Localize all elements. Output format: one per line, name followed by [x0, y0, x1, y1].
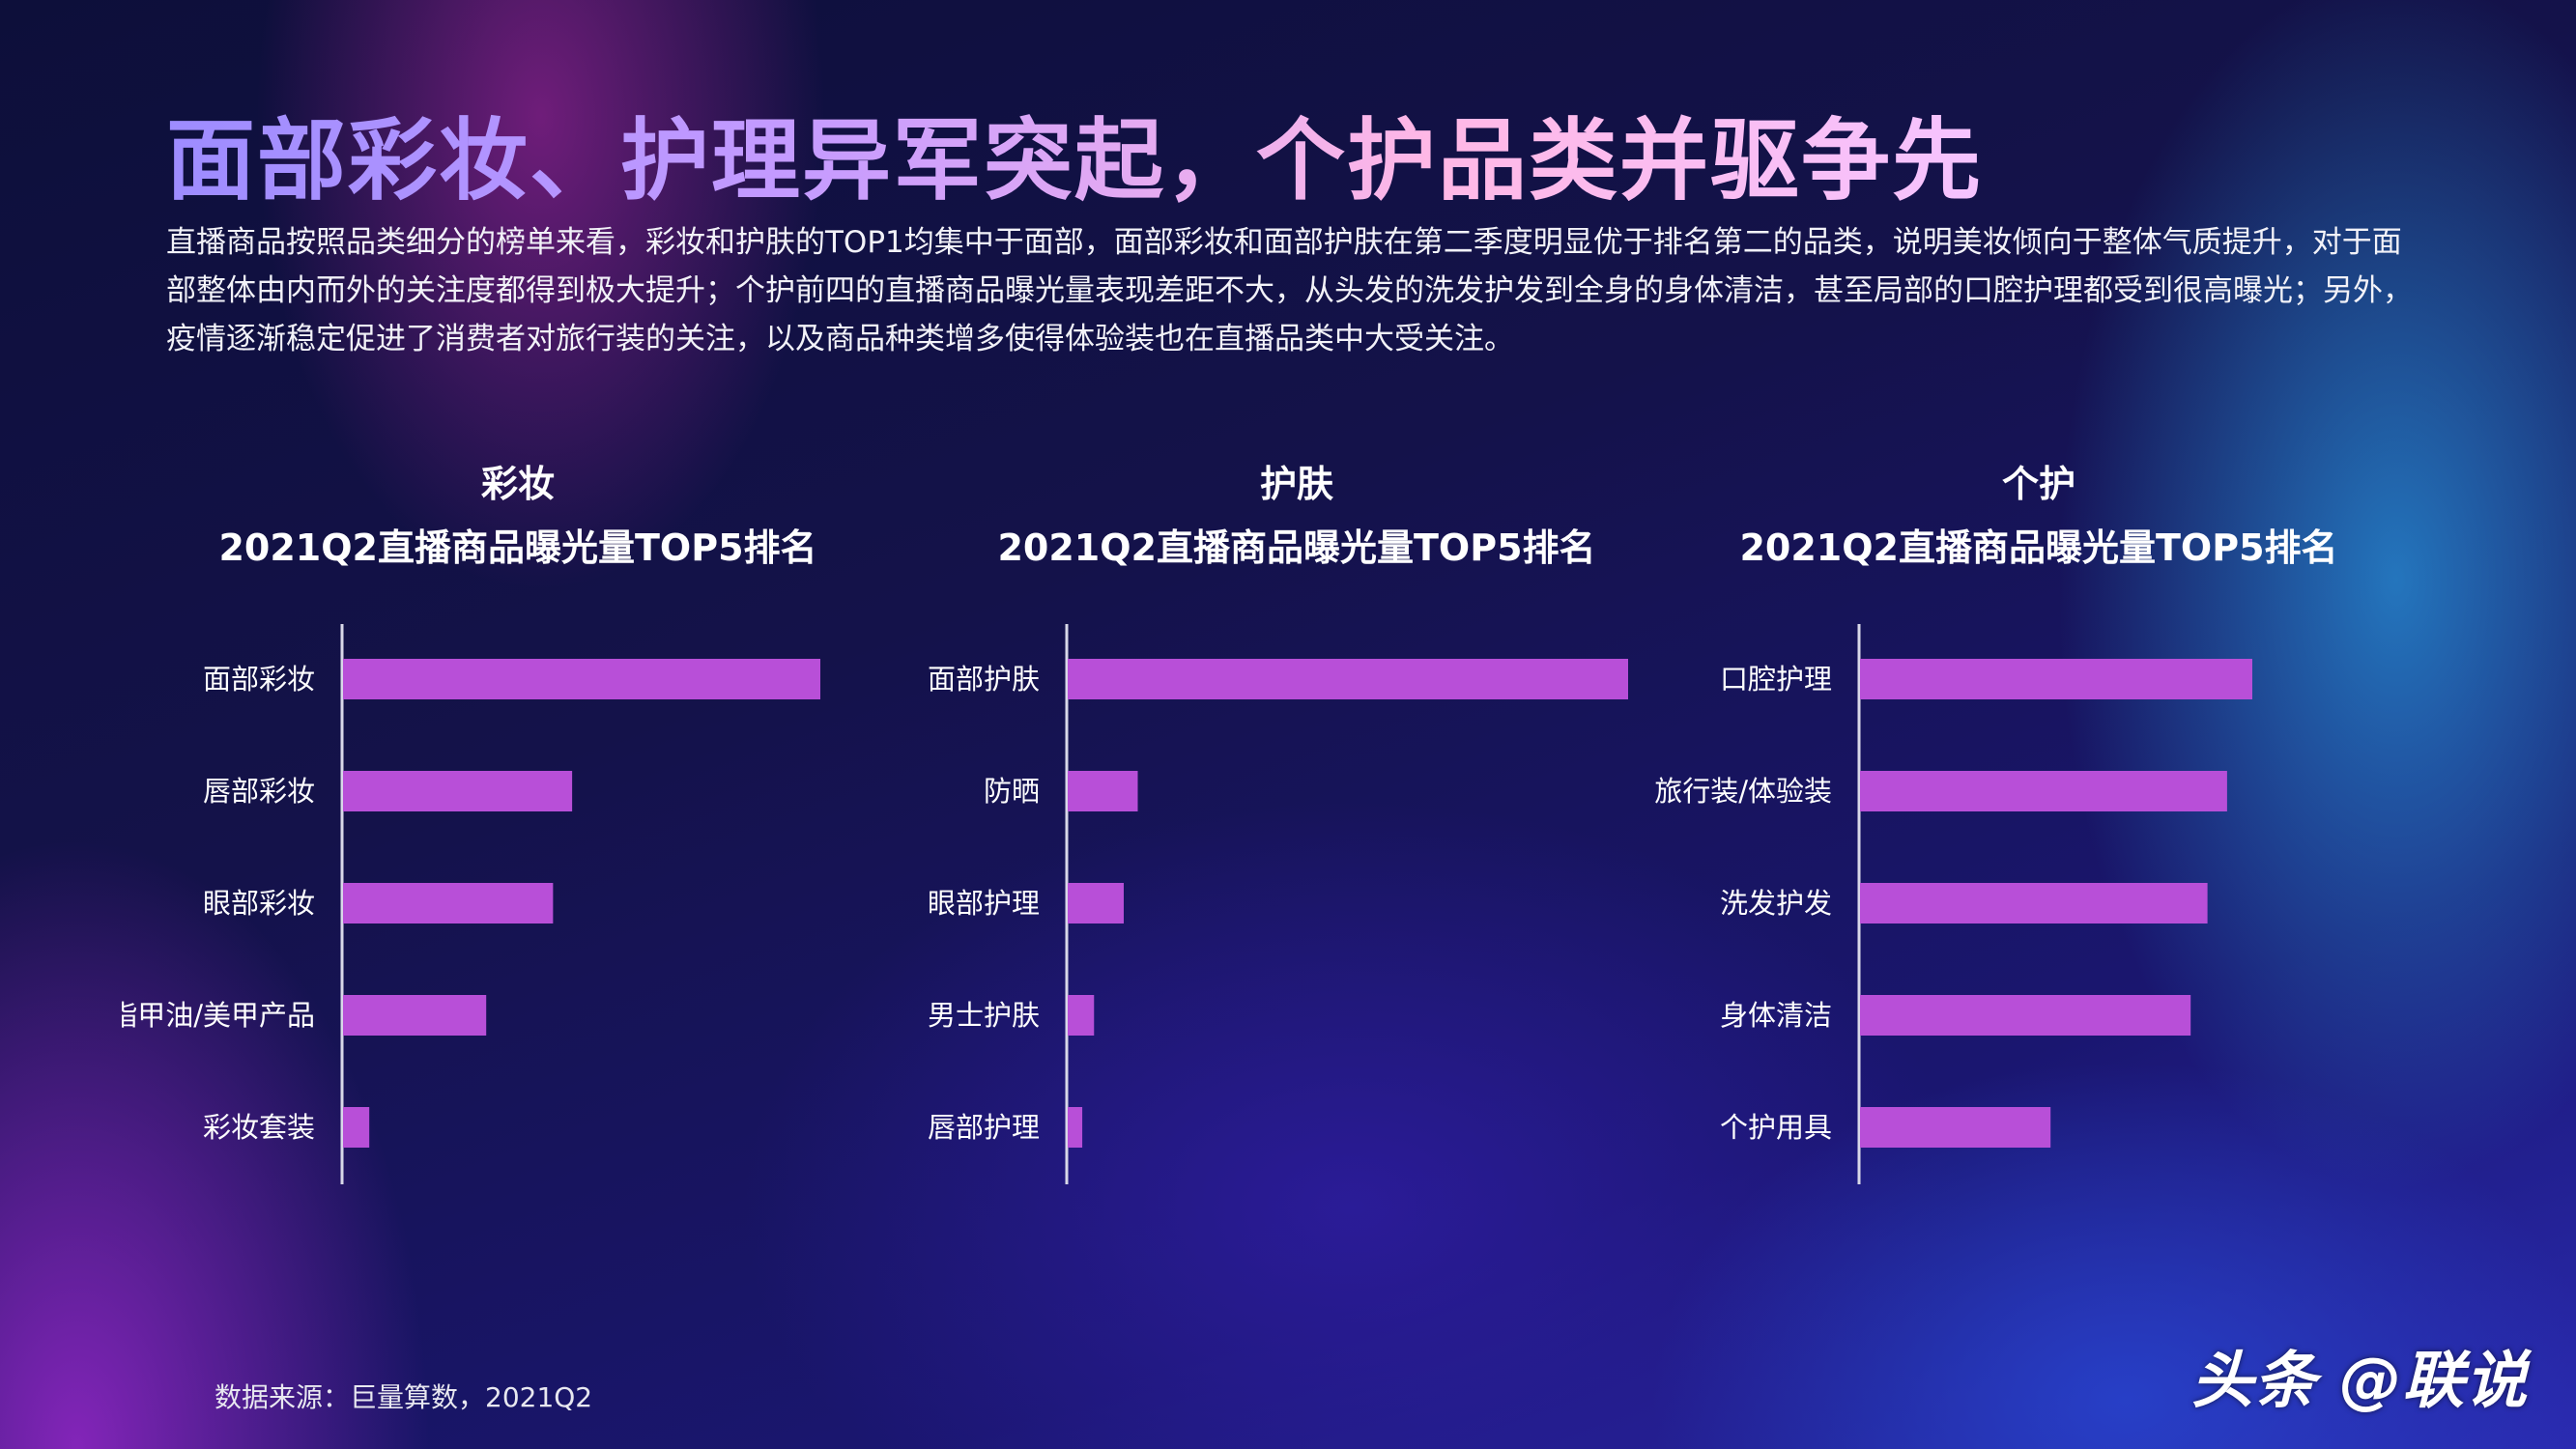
category-tick-label: 面部护肤: [928, 663, 1040, 696]
data-source-note: 数据来源：巨量算数，2021Q2: [215, 1381, 593, 1413]
bar-3: [1860, 883, 2208, 923]
chart-title: 2021Q2直播商品曝光量TOP5排名: [1739, 526, 2338, 569]
bar-3: [343, 883, 554, 923]
bar-1: [1860, 659, 2252, 699]
bar-5: [1068, 1107, 1083, 1148]
page-title: 面部彩妆、护理异军突起，个护品类并驱争先: [166, 89, 1983, 217]
bar-1: [1068, 659, 1628, 699]
bar-4: [1068, 995, 1095, 1036]
bar-5: [343, 1107, 370, 1148]
bar-1: [343, 659, 820, 699]
chart-category-label: 护肤: [1259, 463, 1333, 505]
category-tick-label: 旅行装/体验装: [1654, 775, 1832, 808]
category-tick-label: 防晒: [984, 775, 1040, 808]
bar-2: [1068, 771, 1138, 811]
chart-category-label: 彩妆: [480, 463, 555, 505]
chart-title: 2021Q2直播商品曝光量TOP5排名: [218, 526, 817, 569]
chart-panel-personal-care: 个护 2021Q2直播商品曝光量TOP5排名 口腔护理旅行装/体验装洗发护发身体…: [1643, 454, 2435, 1208]
category-tick-label: 个护用具: [1720, 1111, 1832, 1144]
chart-panel-skincare: 护肤 2021Q2直播商品曝光量TOP5排名 面部护肤防晒眼部护理男士护肤唇部护…: [901, 454, 1693, 1208]
chart-title: 2021Q2直播商品曝光量TOP5排名: [997, 526, 1596, 569]
category-tick-label: 眼部护理: [928, 887, 1040, 920]
bar-2: [1860, 771, 2227, 811]
watermark-logo: 头条 @联说: [2191, 1346, 2529, 1417]
category-tick-label: 面部彩妆: [203, 663, 315, 696]
bar-2: [343, 771, 573, 811]
category-tick-label: 洗发护发: [1720, 887, 1832, 920]
category-tick-label: 眼部彩妆: [203, 887, 315, 920]
chart-panel-makeup: 彩妆 2021Q2直播商品曝光量TOP5排名 面部彩妆唇部彩妆眼部彩妆指甲油/美…: [122, 454, 914, 1208]
category-tick-label: 身体清洁: [1720, 999, 1832, 1032]
page-description: 直播商品按照品类细分的榜单来看，彩妆和护肤的TOP1均集中于面部，面部彩妆和面部…: [166, 225, 2413, 356]
category-tick-label: 彩妆套装: [203, 1111, 315, 1144]
bar-4: [1860, 995, 2191, 1036]
chart-category-label: 个护: [2001, 463, 2075, 505]
bar-3: [1068, 883, 1124, 923]
bar-4: [343, 995, 487, 1036]
bar-5: [1860, 1107, 2051, 1148]
category-tick-label: 唇部护理: [928, 1111, 1040, 1144]
category-tick-label: 唇部彩妆: [203, 775, 315, 808]
category-tick-label: 男士护肤: [928, 999, 1040, 1032]
category-tick-label: 口腔护理: [1720, 663, 1832, 696]
category-tick-label: 指甲油/美甲产品: [122, 999, 315, 1032]
